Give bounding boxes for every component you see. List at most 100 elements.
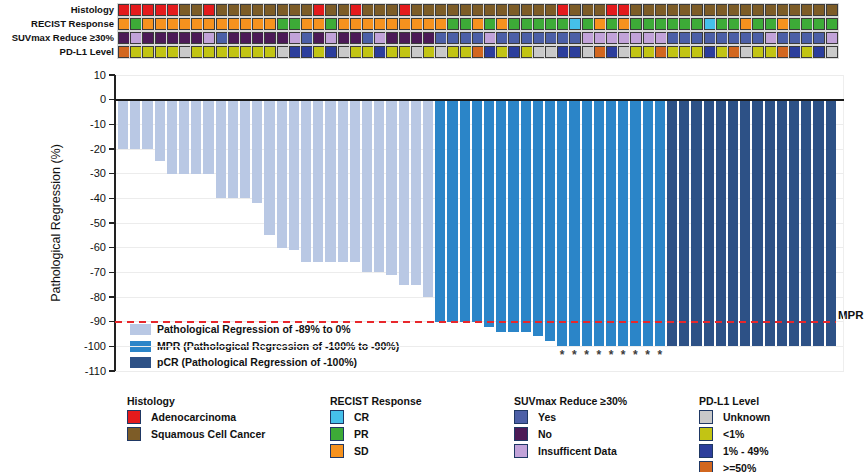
y-tick-label: -110 (74, 365, 106, 377)
legend-group-title: PD-L1 Level (699, 395, 759, 407)
legend-group-title: Histology (127, 395, 175, 407)
annotation-cell (411, 46, 423, 58)
annotation-cell (460, 32, 472, 44)
annotation-cell (216, 32, 228, 44)
annotation-cell (582, 32, 594, 44)
legend-swatch (699, 461, 713, 472)
annotation-cell (179, 18, 191, 30)
y-axis-title: Pathological Regression (%) (49, 123, 63, 323)
y-tick-label: 0 (74, 93, 106, 105)
plot-legend-swatch (130, 324, 151, 335)
annotation-cell (472, 18, 484, 30)
annotation-cell (277, 46, 289, 58)
waterfall-bar (216, 100, 226, 198)
annotation-cell (338, 46, 350, 58)
annotation-cell (618, 4, 630, 16)
annotation-cell (752, 4, 764, 16)
annotation-cell (716, 46, 728, 58)
annotation-cell (399, 4, 411, 16)
annotation-cell (191, 32, 203, 44)
legend-swatch (699, 444, 713, 458)
legend-item-label: No (538, 428, 552, 440)
annotation-cell (472, 32, 484, 44)
annotation-cell (765, 4, 777, 16)
annotation-cell (728, 4, 740, 16)
annotation-cell (423, 46, 435, 58)
annotation-cell (399, 46, 411, 58)
legend-swatch (330, 444, 344, 458)
waterfall-bar (484, 100, 494, 326)
legend-group-title: SUVmax Reduce ≥30% (514, 395, 627, 407)
annotation-cell (630, 18, 642, 30)
annotation-cell (740, 4, 752, 16)
annotation-cell (301, 46, 313, 58)
annotation-cell (362, 4, 374, 16)
significance-asterisk: * (629, 350, 641, 360)
annotation-cell (826, 46, 838, 58)
annotation-cell (118, 4, 130, 16)
waterfall-bar (545, 100, 555, 341)
annotation-cell (667, 32, 679, 44)
legend-swatch (514, 444, 528, 458)
significance-asterisk: * (556, 350, 568, 360)
waterfall-bar (301, 100, 311, 262)
annotation-cell (606, 4, 618, 16)
waterfall-bar (496, 100, 506, 331)
annotation-cell (545, 32, 557, 44)
annotation-cell (508, 18, 520, 30)
annotation-cell (533, 4, 545, 16)
waterfall-bar (752, 100, 762, 346)
waterfall-bar (777, 100, 787, 346)
significance-asterisk: * (581, 350, 593, 360)
annotation-cell (277, 32, 289, 44)
annotation-cell (557, 32, 569, 44)
waterfall-bar (679, 100, 689, 346)
waterfall-bar (630, 100, 640, 346)
annotation-cell (582, 4, 594, 16)
waterfall-bar (362, 100, 372, 272)
annotation-cell (752, 32, 764, 44)
annotation-cell (264, 32, 276, 44)
waterfall-bar (594, 100, 604, 346)
waterfall-bar (533, 100, 543, 336)
annotation-cell (752, 46, 764, 58)
waterfall-bar (167, 100, 177, 173)
annotation-cell (435, 32, 447, 44)
annotation-cell (777, 4, 789, 16)
annotation-cell (569, 4, 581, 16)
annotation-cell (362, 18, 374, 30)
annotation-cell (789, 4, 801, 16)
plot-right-edge (843, 75, 844, 371)
significance-asterisk: * (642, 350, 654, 360)
annotation-cell (704, 4, 716, 16)
annotation-cell (313, 32, 325, 44)
plot-legend-label: pCR (Pathological Regression of -100%) (157, 356, 357, 368)
plot-legend-label: Pathological Regression of -89% to 0% (157, 323, 351, 335)
waterfall-bar (142, 100, 152, 149)
annotation-cell (521, 32, 533, 44)
annotation-cell (252, 4, 264, 16)
waterfall-bar (289, 100, 299, 250)
zero-line (114, 99, 844, 101)
annotation-cell (240, 4, 252, 16)
annotation-cell (582, 46, 594, 58)
annotation-cell (789, 32, 801, 44)
annotation-cell (777, 18, 789, 30)
annotation-cell (216, 46, 228, 58)
annotation-cell (630, 4, 642, 16)
waterfall-bar (801, 100, 811, 346)
annotation-cell (679, 18, 691, 30)
annotation-cell (508, 46, 520, 58)
annotation-cell (240, 32, 252, 44)
waterfall-bar (765, 100, 775, 346)
legend-item-label: Unknown (723, 411, 770, 423)
legend-swatch (330, 427, 344, 441)
annotation-cell (191, 18, 203, 30)
track-label-pdl1: PD-L1 Level (0, 46, 114, 57)
legend-item-label: 1% - 49% (723, 445, 769, 457)
annotation-cell (130, 18, 142, 30)
annotation-cell (362, 46, 374, 58)
annotation-cell (228, 46, 240, 58)
annotation-cell (313, 46, 325, 58)
annotation-cell (801, 32, 813, 44)
